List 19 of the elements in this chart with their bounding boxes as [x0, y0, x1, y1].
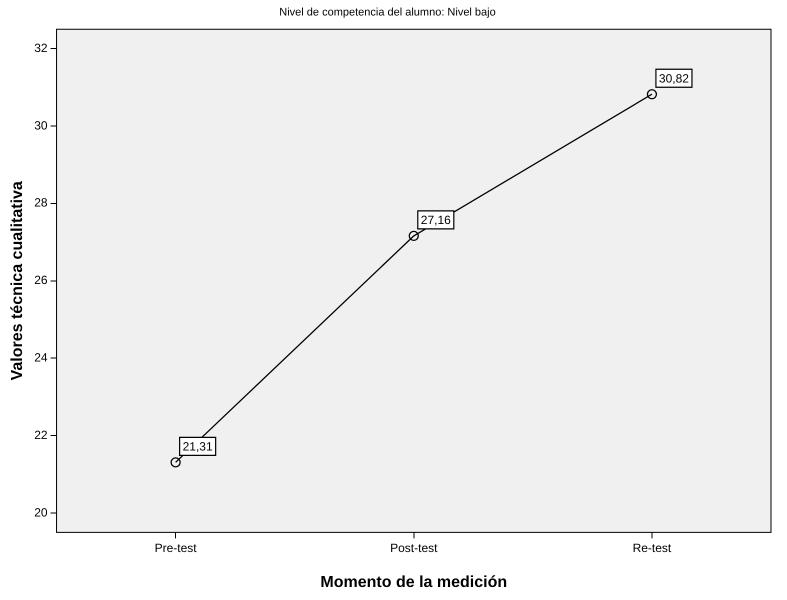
data-label: 21,31	[182, 440, 213, 454]
y-tick-label: 30	[34, 118, 48, 132]
x-tick-label: Re-test	[632, 540, 672, 555]
point	[408, 230, 419, 242]
point	[646, 89, 658, 100]
y-tick-label: 24	[34, 350, 48, 365]
y-tick-label: 22	[34, 428, 48, 442]
y-tick-label: 20	[34, 505, 48, 520]
y-tick-label: 32	[34, 40, 48, 55]
y-axis-title: Valores técnica cualitativa	[9, 181, 26, 380]
data-label: 30,82	[658, 72, 690, 86]
data-label: 27,16	[420, 213, 452, 228]
point	[170, 457, 181, 468]
x-tick-label: Post-test	[390, 540, 438, 555]
y-tick-label: 28	[34, 196, 48, 210]
chart-title: Nivel de competencia del alumno: Nivel bajo	[279, 6, 496, 19]
x-axis-title: Momento de la medición	[320, 574, 508, 591]
x-tick-label: Pre-test	[154, 540, 198, 555]
y-tick-label: 26	[34, 273, 48, 288]
